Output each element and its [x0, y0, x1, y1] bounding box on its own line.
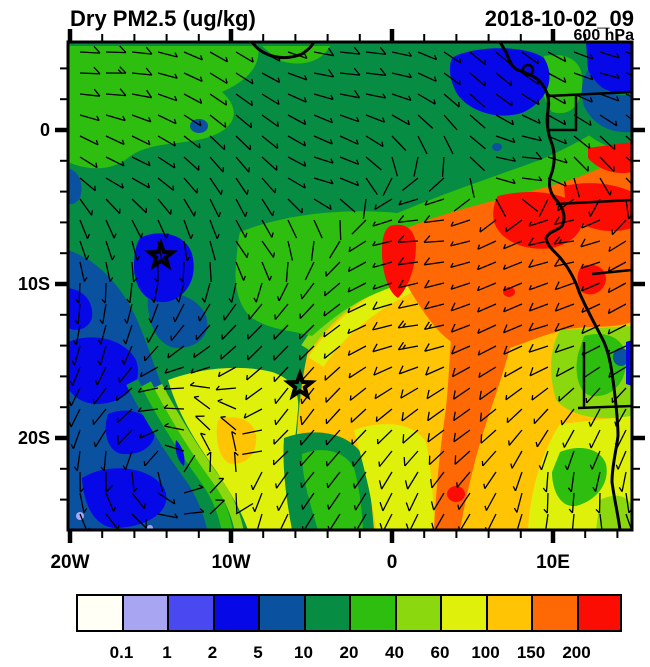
- colorbar-cell-1: [121, 594, 167, 632]
- contour-region: [302, 450, 363, 530]
- station-markers-layer: [144, 238, 317, 401]
- colorbar: [76, 594, 622, 632]
- contour-region-green: [68, 46, 259, 169]
- x-axis-label: 20W: [50, 552, 89, 573]
- wind-barbs: [68, 45, 632, 530]
- contour-region-red: [564, 183, 632, 232]
- country-border: [591, 268, 632, 276]
- contour-region-red: [382, 224, 416, 298]
- colorbar-tick-label: 200: [562, 643, 591, 662]
- colorbar-tick-label: 60: [430, 643, 450, 662]
- colorbar-tick-label: 150: [516, 643, 546, 662]
- contour-field: [68, 42, 632, 530]
- colorbar-cell-8: [440, 594, 486, 632]
- colorbar-tick-label: 0.1: [109, 643, 134, 662]
- country-border: [546, 96, 578, 132]
- colorbar-tick-label: 20: [339, 643, 359, 662]
- y-axis-label: 10S: [18, 274, 50, 294]
- contour-patch: [586, 42, 632, 94]
- colorbar-cell-2: [167, 594, 213, 632]
- colorbar-cell-4: [258, 594, 304, 632]
- colorbar-cell-7: [394, 594, 440, 632]
- colorbar-tick-label: 1: [162, 643, 172, 662]
- contour-patch: [596, 495, 632, 530]
- colorbar-cell-6: [349, 594, 395, 632]
- contour-band: [154, 383, 244, 530]
- x-axis-label: 0: [387, 552, 398, 573]
- station-star-1: [144, 238, 178, 271]
- contour-patch: [82, 468, 167, 529]
- map-frame: [66, 40, 634, 532]
- contour-patch: [68, 337, 139, 405]
- contour-region: [552, 448, 607, 507]
- colorbar-cell-9: [485, 594, 531, 632]
- contour-patch: [68, 168, 82, 205]
- contour-sliver: [175, 440, 185, 466]
- contour-patch: [147, 292, 208, 348]
- colorbar-tick-label: 10: [294, 643, 313, 662]
- contour-floater: [216, 417, 257, 464]
- x-axis-label: 10E: [536, 552, 570, 573]
- colorbar-tick-label: 100: [471, 643, 500, 662]
- contour-dot: [190, 119, 208, 133]
- contour-dot: [492, 143, 502, 151]
- contour-dot: [613, 348, 629, 366]
- x-axis-label: 10W: [211, 552, 250, 573]
- island-bioko: [521, 63, 535, 77]
- contour-region-red: [588, 142, 632, 174]
- contour-band: [141, 381, 233, 530]
- colorbar-cell-10: [531, 594, 577, 632]
- country-border: [547, 90, 632, 98]
- axis-labels: 20W 10W 0 10E 0 10S 20S: [18, 120, 570, 573]
- contour-patch: [540, 54, 583, 114]
- pressure-level: 600 hPa: [573, 27, 634, 44]
- valid-datetime: 2018-10-02_09: [484, 6, 634, 31]
- colorbar-cell-3: [212, 594, 258, 632]
- colorbar-tick-label: 2: [207, 643, 218, 662]
- colorbar-tick-label: 5: [253, 643, 263, 662]
- plot-title: Dry PM2.5 (ug/kg): [70, 6, 256, 31]
- y-axis-label: 0: [40, 120, 50, 140]
- colorbar-cell-11: [576, 594, 622, 632]
- contour-dot: [447, 486, 465, 502]
- colorbar-cell-0: [76, 594, 122, 632]
- map-plot: 20W 10W 0 10E 0 10S 20S: [18, 29, 645, 573]
- station-star-2: [283, 368, 317, 401]
- wind-barbs-layer: [68, 45, 632, 530]
- y-axis-label: 20S: [18, 428, 50, 448]
- colorbar-tick-label: 40: [385, 643, 404, 662]
- contour-region: [354, 424, 434, 530]
- coastline-africa: [498, 42, 622, 530]
- contour-dot: [76, 512, 84, 520]
- colorbar-cell-5: [303, 594, 349, 632]
- country-border: [577, 404, 632, 410]
- contour-patch: [581, 70, 632, 133]
- contour-band: [126, 378, 221, 530]
